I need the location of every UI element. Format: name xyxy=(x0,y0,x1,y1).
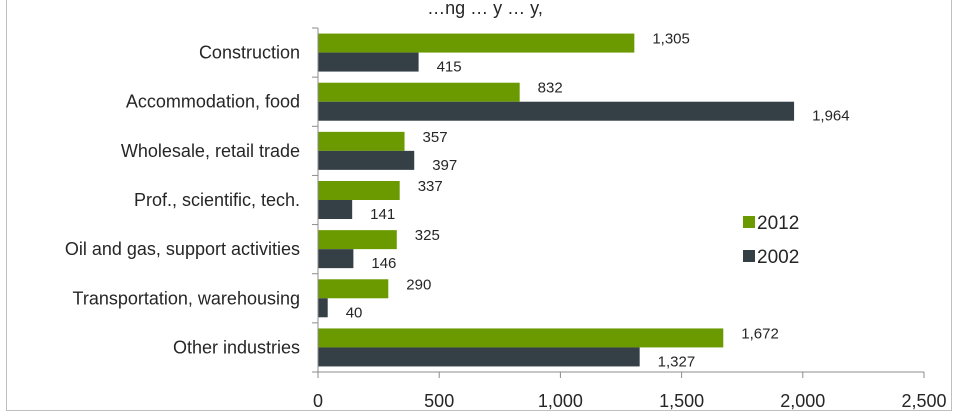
data-label-2012-oil-and-gas-support-activities: 325 xyxy=(415,227,440,244)
bar-2012-accommodation-food xyxy=(318,82,520,102)
category-label-other-industries: Other industries xyxy=(173,337,300,357)
bar-2002-construction xyxy=(318,52,419,72)
data-label-2002-oil-and-gas-support-activities: 146 xyxy=(371,255,396,272)
category-label-accommodation-food: Accommodation, food xyxy=(126,92,300,112)
bar-2002-oil-and-gas-support-activities xyxy=(318,249,354,269)
category-label-transportation-warehousing: Transportation, warehousing xyxy=(73,288,300,308)
data-label-2012-transportation-warehousing: 290 xyxy=(406,276,431,293)
category-label-construction: Construction xyxy=(199,43,300,63)
category-label-prof-scientific-tech: Prof., scientific, tech. xyxy=(134,190,300,210)
data-label-2012-prof-scientific-tech: 337 xyxy=(418,178,443,195)
bar-2012-prof-scientific-tech xyxy=(318,181,400,200)
legend-label-2002: 2002 xyxy=(757,247,799,268)
chart-title: …ng … y … y, xyxy=(427,0,543,18)
data-label-2002-wholesale-retail-trade: 397 xyxy=(432,157,457,174)
data-label-2002-transportation-warehousing: 40 xyxy=(346,304,363,321)
data-label-2012-construction: 1,305 xyxy=(652,31,690,48)
bar-2012-wholesale-retail-trade xyxy=(318,131,405,151)
x-tick-label-2500: 2,500 xyxy=(901,391,946,411)
bar-2002-wholesale-retail-trade xyxy=(318,150,415,170)
legend-swatch-2002 xyxy=(743,250,755,262)
x-tick-label-0: 0 xyxy=(313,391,323,411)
bar-2002-prof-scientific-tech xyxy=(318,200,353,219)
bar-2012-other-industries xyxy=(318,328,724,348)
bar-2012-transportation-warehousing xyxy=(318,279,389,299)
data-label-2002-prof-scientific-tech: 141 xyxy=(370,206,395,223)
bar-2012-oil-and-gas-support-activities xyxy=(318,230,397,250)
bar-2002-accommodation-food xyxy=(318,101,795,121)
bar-2012-construction xyxy=(318,33,635,53)
data-label-2002-other-industries: 1,327 xyxy=(658,353,696,370)
data-label-2002-accommodation-food: 1,964 xyxy=(812,108,850,125)
x-tick-label-1500: 1,500 xyxy=(659,391,704,411)
data-label-2012-wholesale-retail-trade: 357 xyxy=(423,129,448,146)
data-label-2002-construction: 415 xyxy=(437,59,462,76)
x-tick-label-2000: 2,000 xyxy=(780,391,825,411)
chart-frame xyxy=(6,0,952,411)
data-label-2012-other-industries: 1,672 xyxy=(741,325,779,342)
bar-2002-transportation-warehousing xyxy=(318,298,328,318)
category-label-wholesale-retail-trade: Wholesale, retail trade xyxy=(121,141,300,161)
x-tick-label-500: 500 xyxy=(424,391,454,411)
legend-label-2012: 2012 xyxy=(757,213,799,234)
legend-swatch-2012 xyxy=(743,216,755,228)
x-tick-label-1000: 1,000 xyxy=(538,391,583,411)
category-label-oil-and-gas-support-activities: Oil and gas, support activities xyxy=(65,239,300,259)
data-label-2012-accommodation-food: 832 xyxy=(538,80,563,97)
bar-2002-other-industries xyxy=(318,347,640,367)
